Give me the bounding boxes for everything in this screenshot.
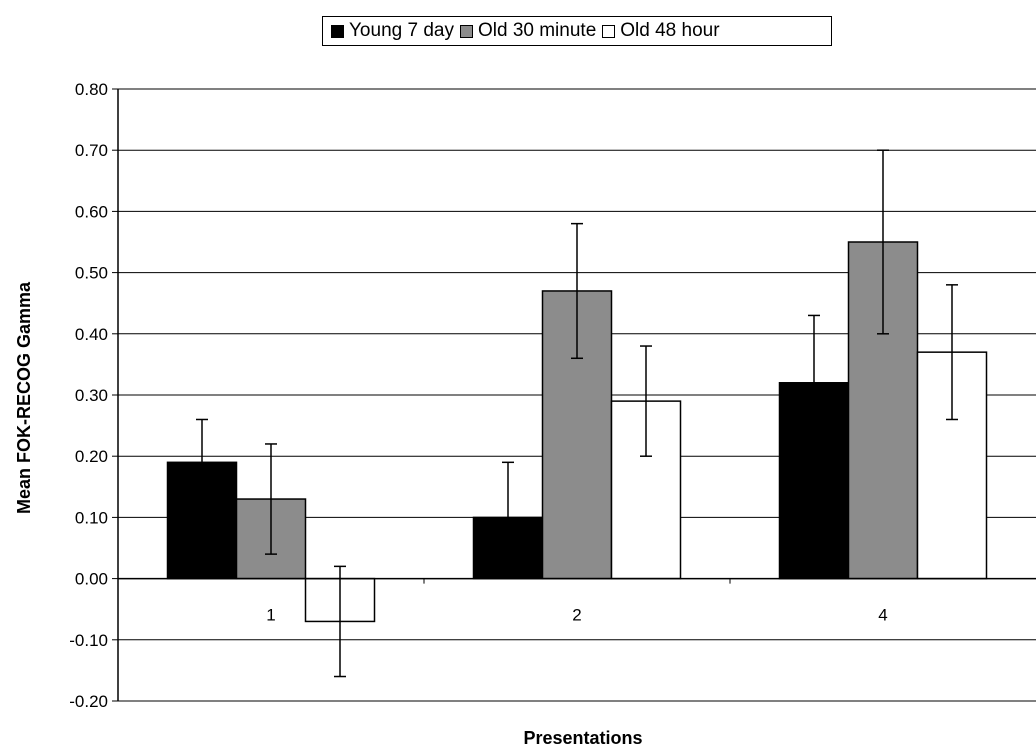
y-tick-label: 0.30 [75, 386, 108, 405]
legend-item-old-30-minute: Old 30 minute [459, 20, 597, 42]
y-tick-label: 0.50 [75, 264, 108, 283]
legend-label-young-7-day: Young 7 day [349, 20, 454, 41]
y-tick-label: 0.80 [75, 80, 108, 99]
y-tick-label: 0.10 [75, 508, 108, 527]
x-tick-label: 2 [572, 606, 581, 625]
x-axis-title: Presentations [523, 728, 642, 748]
x-tick-labels: 1 2 4 [266, 606, 887, 625]
y-tick-label: -0.10 [69, 631, 108, 650]
y-tick-label: 0.40 [75, 325, 108, 344]
legend-swatch-old-48-hour [602, 24, 616, 38]
legend-label-old-48-hour: Old 48 hour [620, 20, 720, 41]
y-tick-label: 0.70 [75, 141, 108, 160]
axes [112, 88, 1036, 702]
legend-swatch-old-30-minute [459, 24, 473, 38]
y-tick-label: 0.60 [75, 202, 108, 221]
x-tick-label: 1 [266, 606, 275, 625]
legend-swatch-young-7-day [331, 24, 344, 38]
error-bars [196, 149, 958, 678]
legend: Young 7 day Old 30 minute Old 48 hour [322, 16, 832, 46]
y-axis-title: Mean FOK-RECOG Gamma [14, 281, 34, 514]
y-tick-labels: -0.20 -0.10 0.00 0.10 0.20 0.30 0.40 0.50 0.60 0.… [69, 80, 108, 711]
y-tick-label: 0.00 [75, 570, 108, 589]
y-tick-label: 0.20 [75, 447, 108, 466]
legend-label-old-30-minute: Old 30 minute [477, 20, 597, 41]
legend-item-old-48-hour: Old 48 hour [602, 20, 720, 42]
y-tick-label: -0.20 [69, 692, 108, 711]
legend-item-young-7-day: Young 7 day [331, 20, 454, 42]
x-tick-label: 4 [878, 606, 887, 625]
